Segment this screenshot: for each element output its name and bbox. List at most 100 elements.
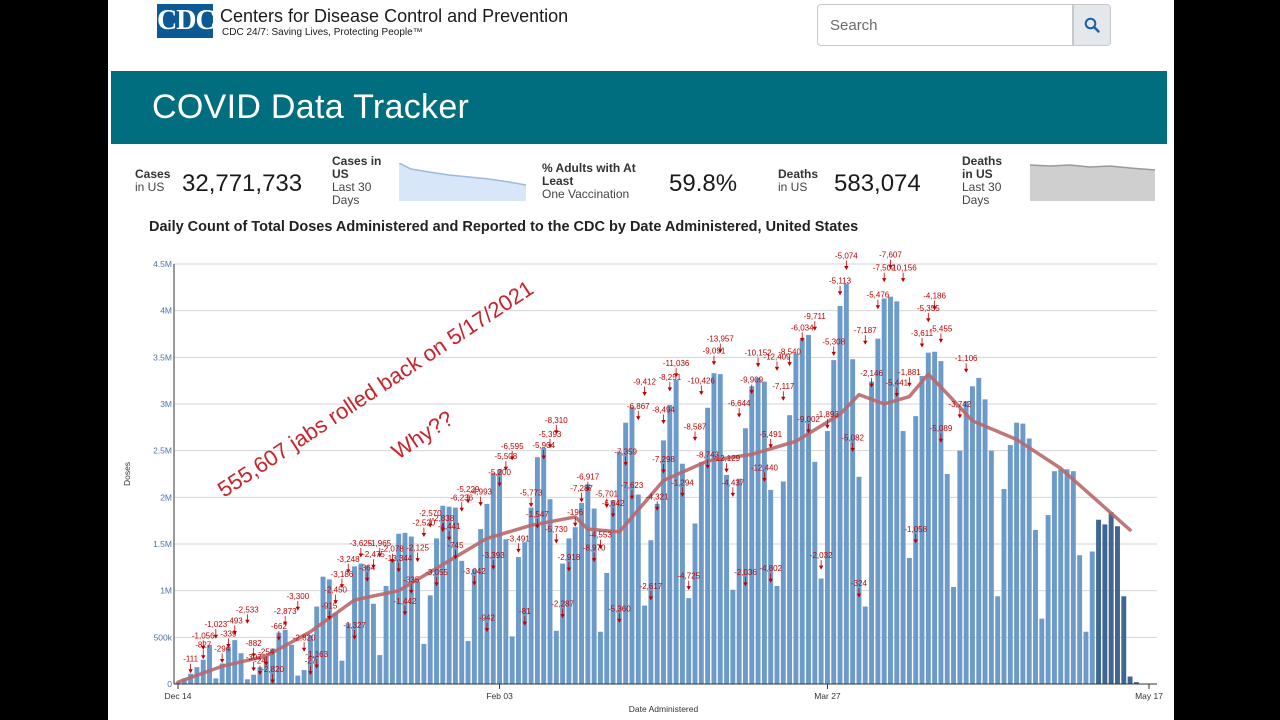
bar	[900, 431, 906, 684]
annotation-arrowhead	[755, 363, 761, 368]
annotation-arrowhead	[762, 477, 767, 482]
annotation-label: -7,607	[879, 251, 902, 260]
annotation-arrowhead	[787, 362, 792, 367]
annotation-arrowhead	[339, 584, 345, 589]
bar	[774, 586, 780, 684]
x-axis-title: Date Administered	[629, 704, 699, 714]
bar	[534, 457, 540, 684]
bar	[957, 450, 963, 684]
bar	[743, 428, 748, 684]
bar	[850, 359, 856, 684]
annotation-arrowhead	[327, 616, 332, 621]
annotation-arrowhead	[528, 503, 534, 508]
bar	[604, 572, 610, 684]
bar	[761, 381, 767, 684]
annotation-label: -8,310	[545, 416, 568, 425]
bar	[1089, 551, 1095, 684]
annotation-arrowhead	[907, 382, 912, 387]
annotation-arrowhead	[453, 555, 458, 560]
bar	[320, 576, 326, 684]
annotation-label: -1,442	[394, 597, 417, 606]
annotation-label: -2,036	[734, 568, 757, 577]
annotation-arrowhead	[913, 539, 918, 544]
bar	[440, 505, 446, 684]
annotation-arrowhead	[837, 291, 843, 296]
bar	[307, 635, 313, 684]
annotation-arrowhead	[730, 492, 736, 497]
bar	[869, 381, 875, 684]
bar	[806, 334, 811, 684]
annotation-label: -6,917	[576, 473, 599, 482]
deaths-30-label-line2: in US	[962, 167, 993, 181]
annotation-arrowhead	[743, 582, 748, 587]
bar	[1102, 524, 1108, 684]
bar	[932, 351, 938, 684]
bar	[213, 678, 219, 684]
bar	[295, 675, 301, 684]
annotation-label: -6,236	[450, 493, 473, 502]
annotation-label: -4,553	[589, 531, 612, 540]
bar	[484, 503, 490, 684]
deaths-label: Deaths in US	[778, 168, 818, 194]
annotation-label: -7,187	[854, 326, 877, 335]
bar	[623, 422, 629, 684]
annotation-label: -13,344	[385, 554, 413, 563]
bar	[364, 565, 370, 684]
cases-30-sub-line1: Last 30	[332, 180, 372, 194]
annotation-label: -2,475	[362, 550, 385, 559]
annotation-arrowhead	[364, 577, 370, 582]
page-title: COVID Data Tracker	[152, 88, 470, 126]
bar	[1133, 682, 1139, 684]
annotation-arrowhead	[579, 498, 584, 503]
annotation-label: -2,287	[551, 600, 574, 609]
y-tick-label: 4.5M	[153, 259, 172, 269]
cases-sparkline	[399, 163, 527, 201]
annotation-arrowhead	[541, 455, 546, 460]
annotation-arrowhead	[724, 468, 729, 473]
bar	[345, 623, 351, 684]
search-button[interactable]	[1073, 4, 1111, 46]
y-axis-title: Doses	[122, 462, 132, 486]
deaths-value: 583,074	[834, 170, 921, 197]
bar	[976, 377, 982, 684]
bar	[875, 338, 881, 684]
org-tagline: CDC 24/7: Saving Lives, Protecting Peopl…	[222, 27, 423, 38]
annotation-arrowhead	[938, 438, 944, 443]
bar	[1127, 676, 1133, 684]
annotation-label: -10,156	[890, 264, 918, 273]
bar	[1096, 519, 1102, 684]
annotation-label: -1,106	[955, 354, 978, 363]
bar	[679, 463, 685, 684]
deaths-30-label-line1: Deaths	[962, 154, 1003, 168]
cdc-logo[interactable]: CDC	[157, 4, 216, 38]
bar	[837, 306, 843, 684]
annotation-arrowhead	[661, 469, 666, 474]
axis-layer: 0 500k 1M 1.5M 2M 2.5M 3M 3.5M 4M 4.5M Dec 14 Feb 0…	[122, 259, 1163, 714]
bar	[421, 643, 427, 684]
annotation-arrowhead	[573, 522, 578, 527]
bar	[654, 503, 660, 684]
annotation-label: -2,838	[431, 514, 454, 523]
bar	[446, 506, 452, 684]
annotation-label: -8,251	[658, 373, 681, 382]
annotation-label: -8,970	[583, 544, 606, 553]
annotation-label: -2,450	[324, 586, 347, 595]
bar	[1051, 471, 1057, 684]
annotation-arrowhead	[774, 366, 780, 371]
search-input[interactable]	[817, 4, 1073, 46]
annotation-arrowhead	[894, 392, 899, 397]
annotation-label: -1,965	[368, 539, 391, 548]
annotation-arrowhead	[812, 326, 818, 331]
annotation-label: -9,909	[740, 376, 763, 385]
annotation-arrowhead	[617, 618, 622, 623]
bar	[263, 656, 269, 684]
annotation-arrowhead	[497, 482, 502, 487]
annotation-arrowhead	[547, 444, 553, 449]
annotation-arrowhead	[390, 559, 395, 564]
bar	[497, 469, 503, 684]
annotation-arrowhead	[472, 581, 477, 586]
cases-30-sub-line2: Days	[332, 193, 360, 207]
annotation-label: -3,055	[425, 568, 448, 577]
annotation-label: -3,491	[507, 534, 530, 543]
bar	[843, 283, 849, 684]
